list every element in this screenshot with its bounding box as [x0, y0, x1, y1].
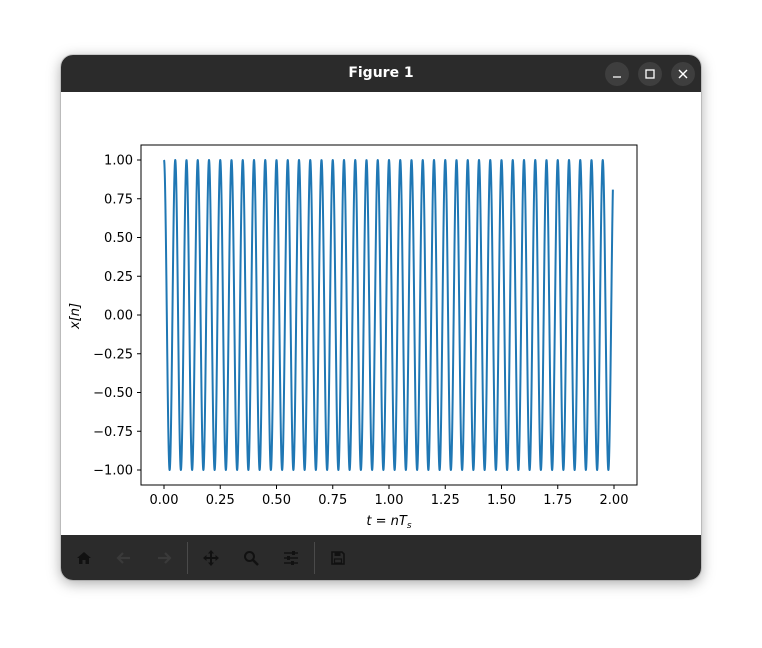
window-title: Figure 1 — [348, 65, 414, 81]
forward-button[interactable] — [149, 544, 179, 572]
y-tick-label: −1.00 — [93, 464, 133, 479]
configure-subplots-icon — [284, 551, 298, 565]
y-tick-label: 0.75 — [104, 192, 133, 207]
x-tick-label: 1.25 — [431, 493, 460, 508]
y-tick-label: 0.50 — [104, 231, 133, 246]
line-chart: 0.00 0.25 0.50 0.75 1.00 1.25 1.50 1.75 2.00 1.00… — [68, 144, 638, 531]
maximize-icon — [645, 69, 655, 79]
close-button[interactable] — [671, 62, 695, 86]
home-button[interactable] — [69, 544, 99, 572]
toolbar-separator — [314, 542, 315, 574]
pan-button[interactable] — [196, 544, 226, 572]
x-tick-label: 1.00 — [375, 493, 404, 508]
y-tick-label: 1.00 — [104, 154, 133, 169]
maximize-button[interactable] — [638, 62, 662, 86]
y-tick-label: −0.50 — [93, 386, 133, 401]
forward-arrow-icon — [158, 552, 172, 564]
figure-canvas[interactable]: 0.00 0.25 0.50 0.75 1.00 1.25 1.50 1.75 2.00 1.00… — [61, 92, 701, 535]
navigation-toolbar — [61, 535, 701, 580]
x-tick-label: 0.50 — [262, 493, 291, 508]
x-tick-label: 1.50 — [487, 493, 516, 508]
series-line — [163, 159, 614, 471]
minimize-button[interactable] — [605, 62, 629, 86]
title-bar[interactable]: Figure 1 — [61, 55, 701, 92]
x-tick-label: 2.00 — [600, 493, 629, 508]
back-button[interactable] — [109, 544, 139, 572]
home-icon — [77, 552, 91, 564]
toolbar-separator — [187, 542, 188, 574]
x-axis-label: t = nTs — [366, 514, 411, 531]
y-axis-label: x[n] — [68, 303, 83, 330]
y-tick-label: −0.75 — [93, 425, 133, 440]
x-tick-label: 0.00 — [150, 493, 179, 508]
axes-frame — [140, 144, 638, 486]
zoom-button[interactable] — [236, 544, 266, 572]
pan-move-icon — [203, 550, 219, 566]
save-figure-icon — [331, 551, 345, 565]
figure-window: Figure 1 0.00 0.25 0.50 0.75 1.00 1.25 1.50 1.7… — [61, 55, 701, 580]
y-tick-label: −0.25 — [93, 347, 133, 362]
save-button[interactable] — [323, 544, 353, 572]
back-arrow-icon — [116, 552, 130, 564]
y-tick-label: 0.25 — [104, 270, 133, 285]
minimize-icon — [613, 76, 621, 78]
x-tick-label: 1.75 — [543, 493, 572, 508]
x-tick-label: 0.75 — [318, 493, 347, 508]
close-icon — [678, 69, 688, 79]
x-tick-label: 0.25 — [206, 493, 235, 508]
configure-subplots-button[interactable] — [276, 544, 306, 572]
zoom-magnifier-icon — [244, 551, 259, 566]
y-tick-label: 0.00 — [104, 309, 133, 324]
